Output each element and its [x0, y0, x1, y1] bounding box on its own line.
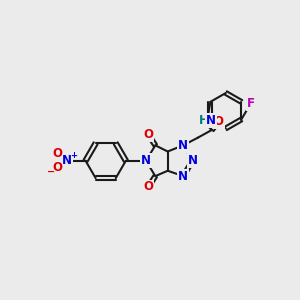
- Text: O: O: [53, 147, 63, 160]
- Text: H: H: [198, 114, 208, 127]
- Text: N: N: [178, 139, 188, 152]
- Text: O: O: [143, 128, 153, 141]
- Text: O: O: [143, 180, 153, 194]
- Text: N: N: [188, 154, 197, 167]
- Text: N: N: [178, 169, 188, 183]
- Text: O: O: [214, 115, 224, 128]
- Text: N: N: [141, 154, 151, 167]
- Text: O: O: [53, 161, 63, 174]
- Text: −: −: [47, 167, 55, 177]
- Text: +: +: [70, 151, 77, 160]
- Text: F: F: [247, 97, 255, 110]
- Text: N: N: [206, 114, 216, 127]
- Text: N: N: [62, 154, 72, 167]
